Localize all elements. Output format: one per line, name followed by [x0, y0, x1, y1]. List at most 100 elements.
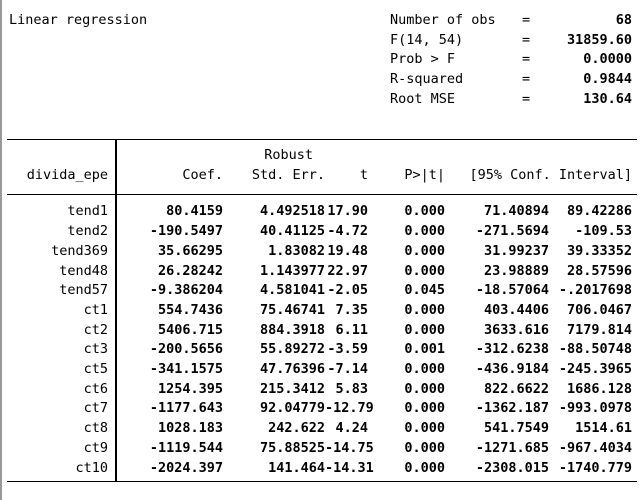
row-t-stat: 17.90: [327, 203, 368, 220]
row-ci-low: 31.99237: [483, 242, 549, 259]
row-p-value: 0.000: [404, 459, 445, 476]
row-p-value: 0.000: [404, 203, 445, 220]
table-row: ct10 -2024.397 141.464 -14.31 0.000 -230…: [7, 459, 637, 479]
row-p-value: 0.045: [404, 282, 445, 299]
col-header-t: t: [359, 166, 368, 183]
table-row: tend1 80.4159 4.492518 17.90 0.000 71.40…: [7, 202, 637, 222]
row-t-stat: 19.48: [327, 242, 368, 259]
row-p-value: 0.000: [404, 420, 445, 437]
row-variable-name: ct7: [83, 400, 108, 417]
table-vertical-divider: [115, 140, 117, 483]
stat-label: R-squared: [390, 71, 464, 88]
row-p-value: 0.000: [404, 223, 445, 240]
row-std-err: 47.76396: [259, 361, 325, 378]
row-variable-name: tend57: [59, 282, 108, 299]
stat-label: F(14, 54): [390, 31, 464, 48]
row-ci-low: -271.5694: [475, 223, 549, 240]
row-variable-name: ct10: [75, 459, 108, 476]
fit-statistic-row: Root MSE = 130.64: [390, 90, 632, 110]
stat-value: 0.0000: [583, 51, 632, 68]
table-row: ct9 -1119.544 75.88525 -14.75 0.000 -127…: [7, 439, 637, 459]
row-ci-low: -1271.685: [475, 439, 549, 456]
table-header-row-columns: divida_epe Coef. Std. Err. t P>|t| [95% …: [7, 166, 637, 186]
row-t-stat: 22.97: [327, 262, 368, 279]
row-ci-high: 89.42286: [566, 203, 632, 220]
table-row: ct1 554.7436 75.46741 7.35 0.000 403.440…: [7, 301, 637, 321]
table-row: tend2 -190.5497 40.41125 -4.72 0.000 -27…: [7, 222, 637, 242]
row-std-err: 55.89272: [259, 341, 325, 358]
row-variable-name: tend2: [67, 223, 108, 240]
row-coef: 1254.395: [157, 380, 223, 397]
regression-title: Linear regression: [9, 12, 148, 28]
row-ci-high: -1740.779: [558, 459, 632, 476]
row-t-stat: 4.24: [335, 420, 368, 437]
table-row: tend369 35.66295 1.83082 19.48 0.000 31.…: [7, 242, 637, 262]
row-ci-high: -967.4034: [558, 439, 632, 456]
row-std-err: 75.46741: [259, 301, 325, 318]
row-ci-low: 23.98889: [483, 262, 549, 279]
row-std-err: 92.04779: [259, 400, 325, 417]
row-ci-low: -2308.015: [475, 459, 549, 476]
stat-label: Number of obs: [390, 12, 496, 28]
row-p-value: 0.000: [404, 262, 445, 279]
row-ci-low: 822.6622: [483, 380, 549, 397]
row-ci-high: 7179.814: [566, 321, 632, 338]
row-t-stat: 7.35: [335, 301, 368, 318]
row-std-err: 242.622: [268, 420, 325, 437]
row-coef: -1119.544: [149, 439, 223, 456]
row-p-value: 0.000: [404, 439, 445, 456]
row-std-err: 884.3918: [259, 321, 325, 338]
row-ci-low: -312.6238: [475, 341, 549, 358]
col-header-std-err: Std. Err.: [251, 166, 325, 183]
row-coef: 1028.183: [157, 420, 223, 437]
row-coef: 26.28242: [157, 262, 223, 279]
dep-var-label: divida_epe: [26, 166, 108, 183]
table-row: ct7 -1177.643 92.04779 -12.79 0.000 -136…: [7, 399, 637, 419]
col-header-coef: Coef.: [182, 166, 223, 183]
stat-value: 130.64: [583, 90, 632, 107]
fit-statistic-row: Number of obs = 68: [390, 11, 632, 31]
row-ci-high: 39.33352: [566, 242, 632, 259]
row-variable-name: ct2: [83, 321, 108, 338]
row-variable-name: ct1: [83, 301, 108, 318]
row-ci-high: -88.50748: [558, 341, 632, 358]
row-variable-name: ct8: [83, 420, 108, 437]
row-std-err: 215.3412: [259, 380, 325, 397]
row-coef: -9.386204: [149, 282, 223, 299]
row-ci-low: 541.7549: [483, 420, 549, 437]
table-row: ct2 5406.715 884.3918 6.11 0.000 3633.61…: [7, 321, 637, 341]
row-variable-name: tend48: [59, 262, 108, 279]
table-row: ct8 1028.183 242.622 4.24 0.000 541.7549…: [7, 419, 637, 439]
table-row: ct6 1254.395 215.3412 5.83 0.000 822.662…: [7, 380, 637, 400]
col-header-p: P>|t|: [404, 166, 445, 183]
row-t-stat: -12.79: [325, 400, 374, 417]
row-std-err: 141.464: [268, 459, 325, 476]
row-ci-high: 706.0467: [566, 301, 632, 318]
row-ci-high: -993.0978: [558, 400, 632, 417]
row-variable-name: tend369: [51, 242, 108, 259]
row-variable-name: ct5: [83, 361, 108, 378]
row-coef: 80.4159: [166, 203, 223, 220]
row-t-stat: -4.72: [327, 223, 368, 240]
row-std-err: 4.492518: [259, 203, 325, 220]
row-coef: -341.1575: [149, 361, 223, 378]
coef-table-body: tend1 80.4159 4.492518 17.90 0.000 71.40…: [7, 195, 637, 483]
row-p-value: 0.000: [404, 321, 445, 338]
table-row: ct3 -200.5656 55.89272 -3.59 0.001 -312.…: [7, 340, 637, 360]
row-ci-low: -18.57064: [475, 282, 549, 299]
robust-label: Robust: [264, 147, 313, 163]
row-std-err: 75.88525: [259, 439, 325, 456]
stat-value: 0.9844: [583, 71, 632, 88]
stat-equals-sign: =: [522, 31, 531, 48]
row-coef: -200.5656: [149, 341, 223, 358]
table-row: tend57 -9.386204 4.581041 -2.05 0.045 -1…: [7, 281, 637, 301]
row-t-stat: -14.75: [325, 439, 374, 456]
row-p-value: 0.000: [404, 242, 445, 259]
row-coef: -2024.397: [149, 459, 223, 476]
stat-equals-sign: =: [522, 12, 531, 28]
row-std-err: 4.581041: [259, 282, 325, 299]
row-t-stat: -3.59: [327, 341, 368, 358]
row-variable-name: ct3: [83, 341, 108, 358]
row-ci-low: -436.9184: [475, 361, 549, 378]
